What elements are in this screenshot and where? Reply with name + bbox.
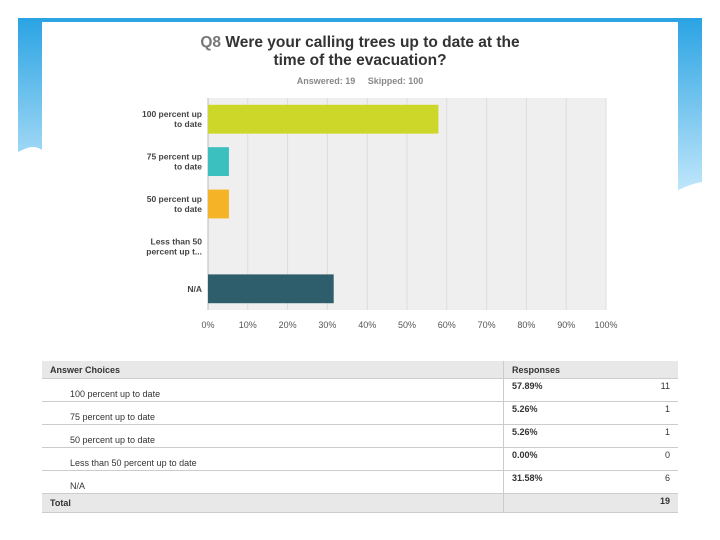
table-header-row: Answer Choices Responses: [42, 361, 678, 379]
response-percent-cell: 0.00%: [503, 447, 640, 471]
y-category-label: to date: [174, 162, 202, 172]
y-category-label: 75 percent up: [147, 152, 202, 162]
answer-choice-cell: N/A: [42, 470, 504, 494]
response-percent-cell: 5.26%: [503, 424, 640, 448]
x-tick-label: 20%: [279, 320, 297, 330]
y-category-label: to date: [174, 204, 202, 214]
chart-title-line2: time of the evacuation?: [273, 52, 447, 69]
table-row: 100 percent up to date 57.89% 11: [42, 378, 678, 402]
header-answer-choices: Answer Choices: [42, 361, 504, 379]
skipped-count: Skipped: 100: [367, 76, 424, 86]
y-category-label: to date: [174, 119, 202, 129]
table-row: Less than 50 percent up to date 0.00% 0: [42, 447, 678, 471]
response-percent-cell: 31.58%: [503, 470, 640, 494]
bar: [208, 274, 334, 304]
x-tick-label: 0%: [201, 320, 214, 330]
x-tick-label: 40%: [358, 320, 376, 330]
response-meta: Answered: 19 Skipped: 100: [250, 76, 470, 86]
chart-title-line1: Q8 Were your calling trees up to date at…: [120, 34, 600, 52]
response-percent-cell: 57.89%: [503, 378, 640, 402]
total-row: Total 19: [42, 493, 678, 513]
response-percent-cell: 5.26%: [503, 401, 640, 425]
y-category-label: 50 percent up: [147, 194, 202, 204]
table-row: 75 percent up to date 5.26% 1: [42, 401, 678, 425]
x-tick-label: 90%: [557, 320, 575, 330]
answer-choice-cell: 50 percent up to date: [42, 424, 504, 448]
table-body: 100 percent up to date 57.89% 11 75 percent…: [42, 378, 678, 513]
answered-count: Answered: 19: [296, 76, 356, 86]
answer-choice-cell: Less than 50 percent up to date: [42, 447, 504, 471]
x-tick-label: 50%: [398, 320, 416, 330]
x-tick-label: 70%: [478, 320, 496, 330]
responses-table: Answer Choices Responses 100 percent up …: [42, 361, 678, 513]
x-tick-label: 100%: [594, 320, 617, 330]
response-count-cell: 0: [640, 447, 678, 471]
response-count-cell: 1: [640, 401, 678, 425]
answer-choice-cell: 75 percent up to date: [42, 401, 504, 425]
total-label: Total: [42, 493, 504, 513]
response-count-cell: 1: [640, 424, 678, 448]
x-tick-label: 10%: [239, 320, 257, 330]
table-row: 50 percent up to date 5.26% 1: [42, 424, 678, 448]
y-category-label: N/A: [187, 284, 202, 294]
y-category-label: 100 percent up: [142, 109, 202, 119]
bar: [208, 189, 229, 219]
bar: [208, 147, 229, 177]
total-spacer: [503, 493, 640, 513]
answer-choice-cell: 100 percent up to date: [42, 378, 504, 402]
x-tick-label: 80%: [517, 320, 535, 330]
bar-chart: 0% 10% 20% 30% 40% 50% 60% 70% 80% 90% 100% 100 per…: [142, 98, 618, 330]
question-number: Q8: [200, 34, 222, 51]
x-tick-label: 60%: [438, 320, 456, 330]
bar: [208, 104, 439, 134]
header-responses: Responses: [503, 361, 678, 379]
total-count: 19: [640, 493, 678, 513]
y-category-label: Less than 50: [151, 236, 203, 246]
table-row: N/A 31.58% 6: [42, 470, 678, 494]
question-text-line1: Were your calling trees up to date at th…: [225, 34, 520, 51]
response-count-cell: 11: [640, 378, 678, 402]
response-count-cell: 6: [640, 470, 678, 494]
x-tick-label: 30%: [318, 320, 336, 330]
y-category-label: percent up t...: [146, 246, 202, 256]
